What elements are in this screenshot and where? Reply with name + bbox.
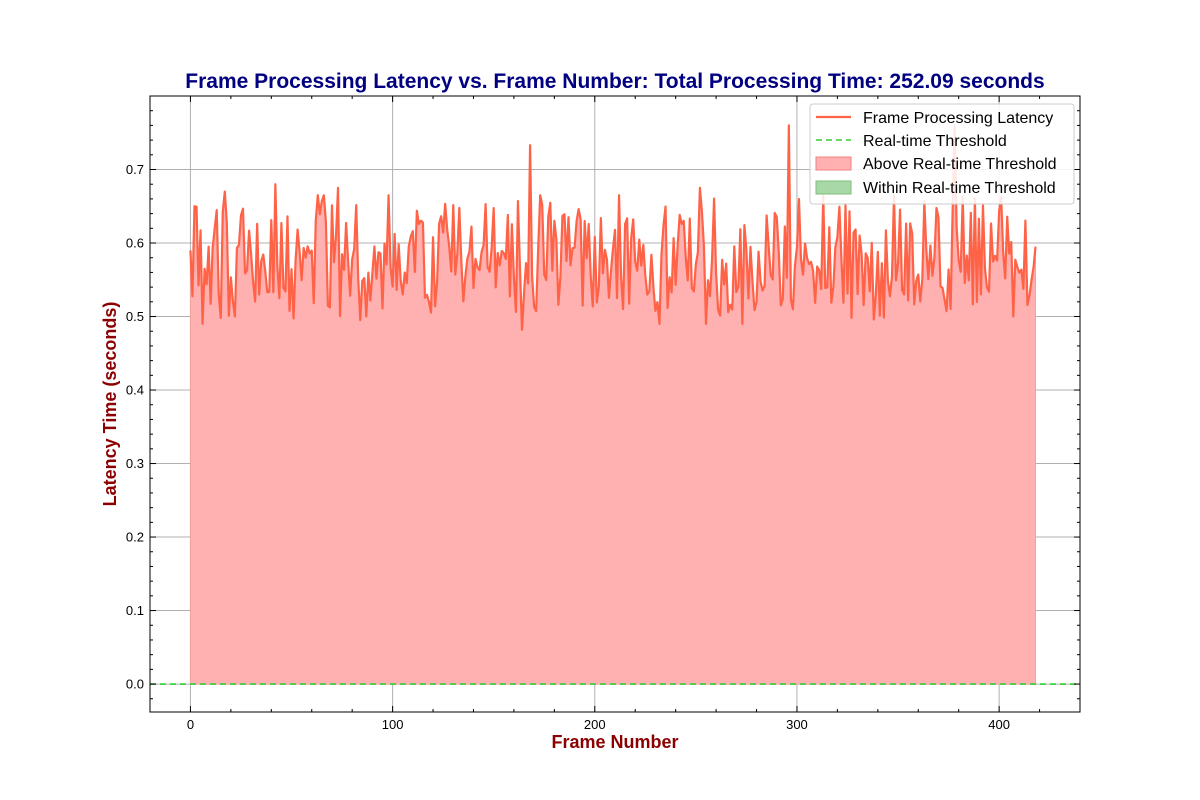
legend-within-swatch xyxy=(815,180,852,195)
y-tick-label: 0.1 xyxy=(126,603,144,618)
y-tick-label: 0.3 xyxy=(126,456,144,471)
x-tick-label: 0 xyxy=(187,717,194,732)
y-axis-label: Latency Time (seconds) xyxy=(100,302,120,507)
legend-above-swatch xyxy=(815,156,852,171)
x-tick-label: 200 xyxy=(584,717,606,732)
y-axis-ticks: 0.0 0.1 0.2 0.3 0.4 0.5 0.6 0.7 xyxy=(126,110,1080,700)
x-axis-label: Frame Number xyxy=(551,732,678,752)
y-tick-label: 0.7 xyxy=(126,162,144,177)
y-tick-label: 0.4 xyxy=(126,383,144,398)
x-tick-label: 100 xyxy=(382,717,404,732)
x-tick-label: 400 xyxy=(988,717,1010,732)
x-axis-ticks: 0 100 200 300 400 xyxy=(149,96,1081,732)
latency-line xyxy=(189,124,1037,331)
legend: Frame Processing Latency Real-time Thres… xyxy=(809,103,1075,205)
legend-box xyxy=(809,103,1075,205)
x-tick-label: 300 xyxy=(786,717,808,732)
y-tick-label: 0.6 xyxy=(126,236,144,251)
legend-entry-latency: Frame Processing Latency xyxy=(863,110,1053,127)
chart-title: Frame Processing Latency vs. Frame Numbe… xyxy=(185,70,1044,93)
y-tick-label: 0.0 xyxy=(126,677,144,692)
y-tick-label: 0.2 xyxy=(126,530,144,545)
plot-frame xyxy=(149,95,1081,713)
series-lines xyxy=(150,124,1080,685)
legend-entry-above: Above Real-time Threshold xyxy=(863,156,1057,173)
legend-entry-threshold: Real-time Threshold xyxy=(863,133,1007,150)
legend-entry-within: Within Real-time Threshold xyxy=(863,180,1056,197)
y-tick-label: 0.5 xyxy=(126,309,144,324)
